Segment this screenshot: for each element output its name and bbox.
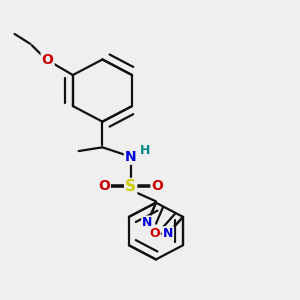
Text: O: O <box>98 179 110 194</box>
Text: N: N <box>163 227 173 240</box>
Text: H: H <box>140 144 150 157</box>
Text: O: O <box>149 227 160 240</box>
Text: N: N <box>125 150 136 164</box>
Text: N: N <box>142 216 153 230</box>
Text: S: S <box>125 179 136 194</box>
Text: O: O <box>42 53 53 67</box>
Text: O: O <box>152 179 164 194</box>
